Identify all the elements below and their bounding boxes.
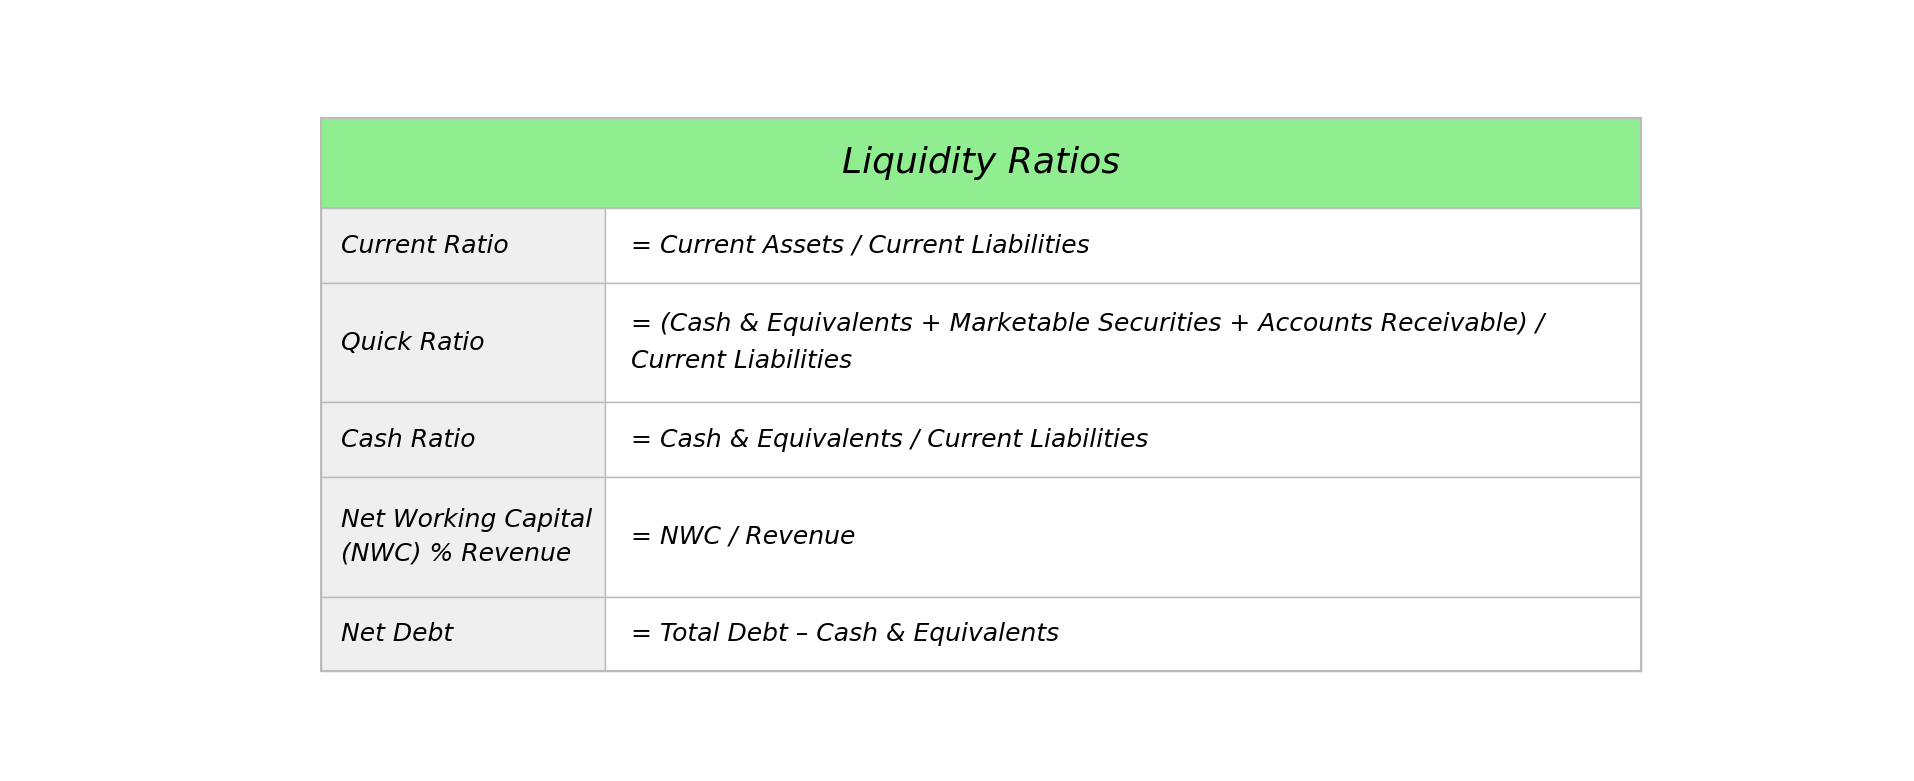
Text: = Total Debt – Cash & Equivalents: = Total Debt – Cash & Equivalents	[630, 622, 1058, 646]
Text: Quick Ratio: Quick Ratio	[341, 330, 484, 355]
Bar	[322, 477, 605, 597]
Bar	[322, 283, 605, 402]
Bar	[322, 402, 605, 477]
Bar	[322, 209, 605, 283]
Bar	[322, 118, 1640, 209]
Text: Net Debt: Net Debt	[341, 622, 454, 646]
Text: Net Working Capital
(NWC) % Revenue: Net Working Capital (NWC) % Revenue	[341, 508, 591, 565]
Text: = NWC / Revenue: = NWC / Revenue	[630, 525, 856, 549]
Text: Current Ratio: Current Ratio	[341, 234, 509, 258]
Bar	[605, 283, 1640, 402]
Bar	[322, 118, 1640, 671]
Bar	[605, 597, 1640, 671]
Text: Cash Ratio: Cash Ratio	[341, 428, 475, 451]
Text: = Cash & Equivalents / Current Liabilities: = Cash & Equivalents / Current Liabiliti…	[630, 428, 1148, 451]
Bar	[322, 597, 605, 671]
Text: = (Cash & Equivalents + Marketable Securities + Accounts Receivable) /
Current L: = (Cash & Equivalents + Marketable Secur…	[630, 312, 1545, 373]
Text: Liquidity Ratios: Liquidity Ratios	[842, 146, 1120, 180]
Text: = Current Assets / Current Liabilities: = Current Assets / Current Liabilities	[630, 234, 1089, 258]
Bar	[605, 477, 1640, 597]
Bar	[605, 402, 1640, 477]
Bar	[605, 209, 1640, 283]
